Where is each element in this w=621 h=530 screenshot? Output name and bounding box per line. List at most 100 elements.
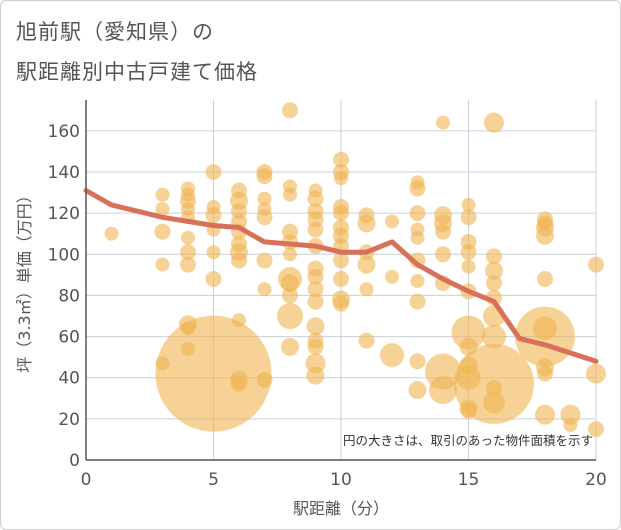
data-point xyxy=(307,190,324,207)
data-point xyxy=(357,214,376,233)
data-point xyxy=(482,324,506,349)
data-point xyxy=(460,244,477,261)
y-axis-label: 坪（3.3㎡）単価（万円） xyxy=(15,187,34,372)
data-point xyxy=(408,381,427,400)
data-point xyxy=(256,168,273,185)
y-tick-label: 120 xyxy=(48,204,80,224)
data-point xyxy=(307,268,324,285)
data-point xyxy=(486,380,502,396)
y-tick-label: 140 xyxy=(48,163,80,183)
y-tick-label: 0 xyxy=(69,451,80,471)
data-point xyxy=(205,164,222,180)
data-point xyxy=(282,102,298,119)
data-point xyxy=(333,205,349,222)
data-point xyxy=(359,282,374,297)
x-tick-label: 0 xyxy=(81,470,92,490)
data-point xyxy=(485,261,503,280)
data-point xyxy=(155,202,170,217)
data-point xyxy=(307,281,324,298)
data-point xyxy=(436,115,450,130)
data-point xyxy=(155,257,170,272)
data-point xyxy=(486,248,502,265)
data-point xyxy=(283,247,297,262)
y-tick-label: 80 xyxy=(58,286,80,306)
data-point xyxy=(306,317,325,336)
data-point xyxy=(588,256,604,273)
data-point xyxy=(435,246,451,263)
data-point xyxy=(460,209,477,226)
y-tick-label: 100 xyxy=(48,245,80,265)
x-axis-label: 駅距離（分） xyxy=(293,499,389,518)
axes: 0 5 10 15 20 0 20 40 60 80 100 120 140 160 xyxy=(48,100,607,490)
data-point xyxy=(180,244,196,261)
data-point xyxy=(410,230,425,245)
data-point xyxy=(307,221,324,238)
data-point xyxy=(333,295,349,312)
data-point xyxy=(257,282,272,297)
data-point xyxy=(537,365,553,382)
data-point xyxy=(257,191,272,206)
x-tick-label: 10 xyxy=(330,470,352,490)
x-tick-label: 20 xyxy=(585,470,607,490)
data-point xyxy=(104,226,119,241)
data-point xyxy=(484,112,504,133)
y-tick-label: 20 xyxy=(58,410,80,430)
data-point xyxy=(180,256,196,273)
data-point xyxy=(586,363,606,384)
data-point xyxy=(435,223,451,240)
data-point xyxy=(385,214,399,229)
y-tick-label: 40 xyxy=(58,369,80,389)
data-point xyxy=(306,366,325,385)
x-tick-label: 5 xyxy=(208,470,219,490)
chart-title-line2: 駅距離別中古戸建て価格 xyxy=(16,60,258,84)
data-point xyxy=(461,259,476,274)
data-point xyxy=(536,226,554,245)
data-point xyxy=(451,315,486,350)
data-point xyxy=(256,371,273,388)
data-point xyxy=(231,375,247,392)
data-point xyxy=(206,245,221,260)
data-point xyxy=(277,303,303,329)
data-point xyxy=(483,391,505,414)
data-point xyxy=(154,223,171,240)
data-point xyxy=(333,151,349,168)
data-point xyxy=(461,197,476,212)
data-point xyxy=(181,230,195,245)
data-point xyxy=(307,338,324,355)
data-point xyxy=(358,332,375,349)
data-point xyxy=(560,404,581,425)
x-tick-label: 15 xyxy=(458,470,480,490)
chart-title-line1: 旭前駅（愛知県）の xyxy=(16,20,214,44)
data-point xyxy=(205,207,222,224)
data-point xyxy=(385,269,399,284)
data-point xyxy=(205,270,222,287)
data-point xyxy=(256,252,273,269)
data-point xyxy=(357,255,376,274)
data-point xyxy=(281,337,299,356)
data-point xyxy=(409,293,426,310)
data-point xyxy=(282,287,298,304)
data-point xyxy=(537,270,553,287)
data-point xyxy=(515,306,575,367)
data-point xyxy=(281,274,299,293)
data-point xyxy=(155,187,170,202)
data-point xyxy=(588,421,604,438)
data-point xyxy=(563,418,578,433)
data-point xyxy=(486,275,502,292)
data-point xyxy=(231,252,247,269)
data-point xyxy=(307,293,324,310)
data-point xyxy=(232,313,246,328)
data-point xyxy=(535,404,555,425)
size-annotation: 円の大きさは、取引のあった物件面積を示す xyxy=(343,433,593,448)
data-point xyxy=(334,171,348,186)
data-point xyxy=(333,252,349,269)
y-tick-label: 160 xyxy=(48,122,80,142)
data-point xyxy=(410,274,425,289)
trend-line xyxy=(83,188,599,364)
data-point xyxy=(380,343,404,368)
bubble-layer xyxy=(104,102,606,438)
data-point xyxy=(155,315,272,432)
data-point xyxy=(429,376,457,405)
data-point xyxy=(256,209,273,226)
